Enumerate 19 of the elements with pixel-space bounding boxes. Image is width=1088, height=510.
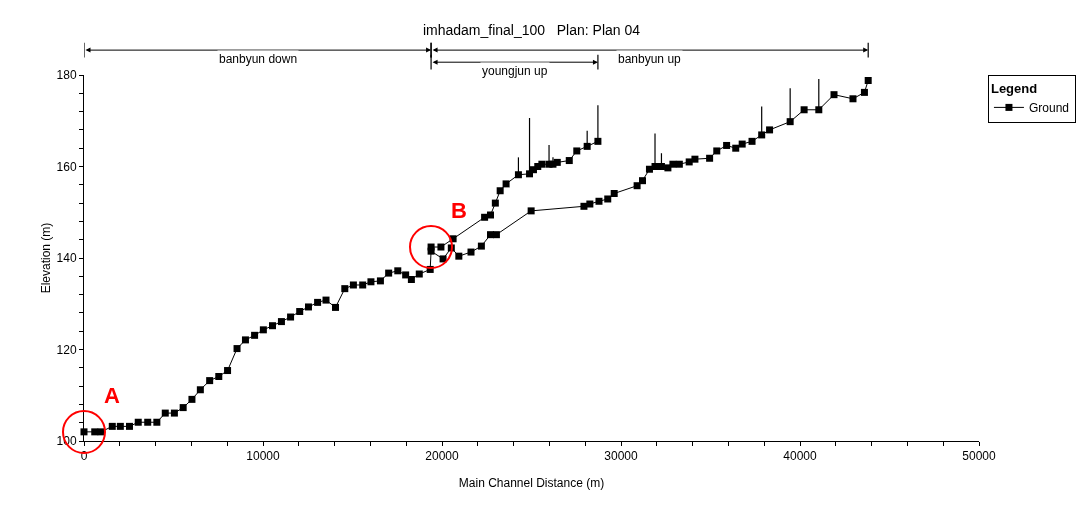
annotation: B [451,198,467,223]
text: banbyun down [219,52,298,66]
x-tick-label: 30000 [604,449,639,464]
y-tick-label: 140 [56,251,77,266]
x-tick-label: 20000 [425,449,460,464]
annotation: youngjun up [482,64,548,78]
chart-title: imhadam_final_100 Plan: Plan 04 [422,21,641,38]
y-tick-label: 180 [56,68,77,83]
x-tick-label: 40000 [783,449,818,464]
x-axis-title: Main Channel Distance (m) [458,476,605,490]
text: banbyun up [618,52,682,66]
legend-label: Ground [1028,101,1069,116]
y-tick-label: 160 [56,159,77,174]
x-tick-label: 10000 [246,449,281,464]
x-tick-label: 50000 [962,449,997,464]
y-tick-label: 120 [56,342,77,357]
legend-title: Legend [990,80,1038,96]
annotation: A [104,383,120,408]
y-axis-title: Elevation (m) [39,222,53,294]
